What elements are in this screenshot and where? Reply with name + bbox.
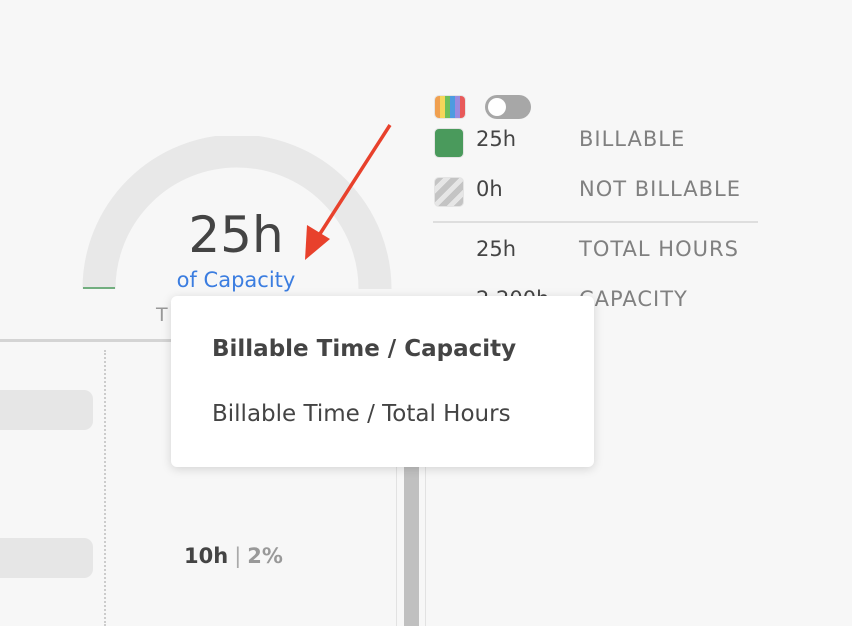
billable-value: 25h [476, 127, 517, 151]
column-border [425, 340, 426, 626]
billable-label: BILLABLE [579, 127, 686, 151]
grid-line [104, 350, 106, 626]
scrollbar[interactable] [404, 440, 419, 626]
bar-placeholder [0, 538, 93, 578]
not-billable-value: 0h [476, 177, 503, 201]
capacity-label: CAPACITY [579, 287, 688, 311]
color-toggle[interactable] [485, 95, 531, 119]
total-hours-value: 25h [476, 237, 517, 261]
gauge-value: 25h [188, 206, 284, 264]
not-billable-label: NOT BILLABLE [579, 177, 741, 201]
menu-item-billable-capacity[interactable]: Billable Time / Capacity [212, 336, 517, 362]
billable-swatch [434, 128, 464, 158]
annotation-arrow-icon [305, 124, 392, 260]
gauge-mode-dropdown[interactable]: of Capacity [176, 268, 296, 292]
total-hours-label: TOTAL HOURS [579, 237, 739, 261]
gauge-label: T [156, 304, 169, 326]
color-palette-icon[interactable] [434, 95, 466, 119]
bar-placeholder [0, 390, 93, 430]
not-billable-swatch [434, 177, 464, 207]
legend-divider [433, 221, 758, 223]
gauge-mode-menu: Billable Time / Capacity Billable Time /… [171, 296, 594, 467]
gauge-track [82, 136, 392, 290]
capacity-gauge [82, 136, 392, 290]
toggle-knob [488, 98, 506, 116]
column-border [396, 340, 397, 626]
row-value: 10h | 2% [184, 544, 283, 568]
menu-item-billable-total-hours[interactable]: Billable Time / Total Hours [212, 401, 511, 427]
